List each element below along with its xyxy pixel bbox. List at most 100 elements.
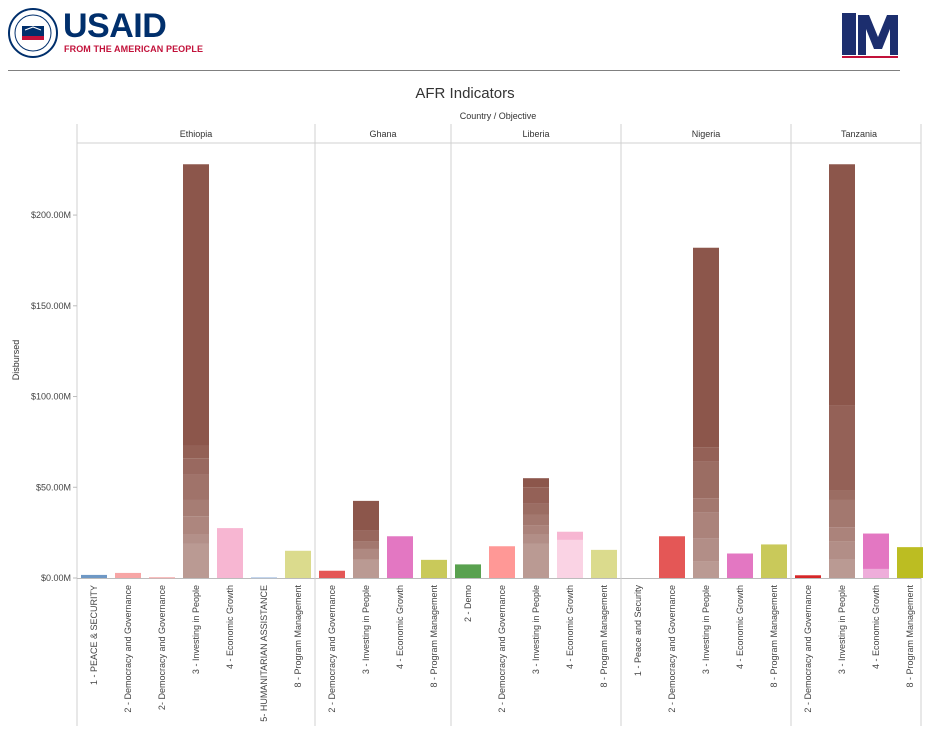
bar: [217, 528, 243, 578]
bar-segment: [523, 543, 549, 578]
panel-liberia: Liberia 2 - Demo 2 - Democracy and Governa…: [450, 124, 617, 726]
category-label: 3 - Investing in People: [701, 585, 711, 674]
category-label: 2 - Democracy and Governance: [667, 585, 677, 713]
category-label: 4 - Economic Growth: [225, 585, 235, 669]
category-label: 2- Democracy and Governance: [157, 585, 167, 710]
bar-segment: [557, 531, 583, 540]
category-label: 5- HUMANITARIAN ASSISTANCE: [259, 585, 269, 722]
bar-segment: [829, 527, 855, 542]
category-label: 1 - PEACE & SECURITY: [89, 585, 99, 685]
panel-ghana: Ghana 2 - Democracy and Governance 3 - Inv…: [314, 124, 447, 726]
bar-segment: [183, 499, 209, 517]
category-label: 4 - Economic Growth: [735, 585, 745, 669]
category-label: 8 - Program Management: [293, 585, 303, 688]
panel-header-liberia: Liberia: [522, 129, 549, 139]
report-header: USAID FROM THE AMERICAN PEOPLE: [0, 0, 930, 72]
bar-segment: [693, 538, 719, 562]
y-tick-label: $50.00M: [36, 482, 71, 492]
bar-segment: [523, 534, 549, 544]
y-tick-label: $150.00M: [31, 301, 71, 311]
bar-segment: [183, 445, 209, 459]
bar-segment: [183, 516, 209, 535]
bar: [591, 549, 617, 578]
panel-ethiopia: Ethiopia 1 - PEACE & SECURITY 2 - Democrac…: [81, 129, 311, 722]
bar-segment: [693, 461, 719, 499]
bar: [251, 577, 277, 579]
bar-segment: [523, 487, 549, 504]
y-tick-label: $200.00M: [31, 210, 71, 220]
y-tick-label: $100.00M: [31, 392, 71, 402]
one-m-logo-icon: [842, 13, 898, 58]
bar-segment: [353, 559, 379, 578]
bar-segment: [863, 568, 889, 578]
panel-tanzania: Tanzania 2 - Democracy and Governance 3 - …: [790, 124, 923, 726]
bar-segment: [829, 164, 855, 406]
usaid-tagline: FROM THE AMERICAN PEOPLE: [64, 44, 204, 54]
panel-header-ethiopia: Ethiopia: [180, 129, 213, 139]
usaid-seal-icon: [8, 8, 58, 58]
bar-segment: [183, 458, 209, 475]
bar-segment: [353, 548, 379, 560]
plot-area: $0.00M $50.00M $100.00M $150.00M $200.00M Eth…: [31, 124, 923, 726]
bar-segment: [353, 530, 379, 542]
header-divider: [8, 70, 900, 71]
category-label: 4 - Economic Growth: [395, 585, 405, 669]
category-label: 2 - Democracy and Governance: [803, 585, 813, 713]
y-tick-label: $0.00M: [41, 573, 71, 583]
bar: [149, 577, 175, 579]
bar-segment: [829, 541, 855, 560]
bar: [795, 575, 821, 578]
bar-segment: [523, 525, 549, 535]
panel-header-nigeria: Nigeria: [692, 129, 721, 139]
category-label: 4 - Economic Growth: [871, 585, 881, 669]
bar: [727, 553, 753, 578]
column-header: Country / Objective: [460, 111, 537, 121]
bar-segment: [523, 514, 549, 526]
bar-segment: [693, 447, 719, 462]
bar-segment: [523, 478, 549, 488]
category-label: 1 - Peace and Security: [633, 585, 643, 677]
category-label: 2 - Democracy and Governance: [327, 585, 337, 713]
bar: [81, 574, 107, 578]
bar-segment: [353, 500, 379, 531]
bar-segment: [693, 498, 719, 513]
bar-segment: [693, 512, 719, 539]
bar-segment: [693, 247, 719, 448]
usaid-wordmark: USAID: [63, 7, 167, 45]
category-label: 2 - Democracy and Governance: [123, 585, 133, 713]
bar: [897, 547, 923, 578]
category-label: 4 - Economic Growth: [565, 585, 575, 669]
bar: [319, 570, 345, 578]
category-label: 8 - Program Management: [769, 585, 779, 688]
panel-header-ghana: Ghana: [369, 129, 396, 139]
bar-segment: [829, 559, 855, 578]
bar: [455, 564, 481, 578]
bar: [659, 536, 685, 578]
bar: [761, 544, 787, 578]
bar-segment: [183, 474, 209, 500]
bar-segment: [829, 405, 855, 491]
category-label: 8 - Program Management: [905, 585, 915, 688]
category-label: 2 - Demo: [463, 585, 473, 622]
bar-segment: [693, 561, 719, 578]
bar-segment: [183, 543, 209, 578]
bar: [285, 550, 311, 578]
category-label: 3 - Investing in People: [837, 585, 847, 674]
bar: [115, 572, 141, 578]
category-label: 3 - Investing in People: [191, 585, 201, 674]
bar-segment: [523, 503, 549, 515]
bar-segment: [829, 499, 855, 528]
bar: [421, 559, 447, 578]
panel-header-tanzania: Tanzania: [841, 129, 877, 139]
bar-segment: [863, 533, 889, 569]
bar: [489, 546, 515, 578]
category-label: 2 - Democracy and Governance: [497, 585, 507, 713]
y-axis-label: Disbursed: [11, 340, 21, 381]
bar: [387, 536, 413, 578]
bar-segment: [183, 534, 209, 544]
category-label: 8 - Program Management: [599, 585, 609, 688]
category-label: 3 - Investing in People: [531, 585, 541, 674]
bar-segment: [183, 164, 209, 446]
panel-nigeria: Nigeria 1 - Peace and Security 2 - Democra…: [620, 124, 787, 726]
